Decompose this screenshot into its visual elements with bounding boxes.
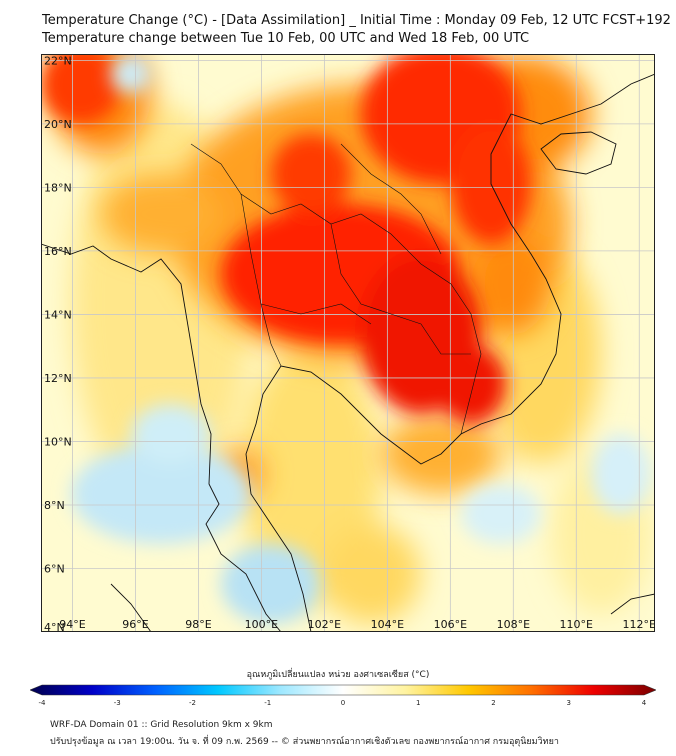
colorbar-tick-label: 4 [642,699,647,707]
colorbar-tick-label: 0 [341,699,345,707]
lon-label: 112°E [623,618,655,631]
chart-title: Temperature Change (°C) - [Data Assimila… [42,13,671,28]
lat-label: 6°N [44,562,65,575]
lon-label: 94°E [59,618,85,631]
colorbar-tick-label: -1 [264,699,271,707]
mainland-coast [41,243,282,632]
lat-label: 12°N [44,372,72,385]
longitude-labels: 94°E 96°E 98°E 100°E 102°E 104°E 106°E 108°E 110… [59,618,655,631]
lon-label: 102°E [308,618,341,631]
lat-label: 4°N [44,621,65,632]
borneo-coast [610,593,655,615]
colorbar-bar [30,684,656,696]
footer-model-info: WRF-DA Domain 01 :: Grid Resolution 9km … [50,720,273,730]
lon-label: 100°E [245,618,278,631]
lat-label: 10°N [44,435,72,448]
graticule [41,54,655,632]
colorbar-tick-label: -4 [39,699,47,707]
footer-credit: ปรับปรุงข้อมูล ณ เวลา 19:00น. วัน จ. ที่… [50,737,559,747]
lat-label: 8°N [44,499,65,512]
colorbar-title: อุณหภูมิเปลี่ยนแปลง หน่วย องศาเซลเซียส (… [246,670,430,680]
lat-label: 18°N [44,181,72,194]
lon-label: 104°E [371,618,404,631]
lon-label: 98°E [185,618,211,631]
lon-label: 106°E [434,618,467,631]
colorbar-tick-label: 1 [416,699,420,707]
lat-label: 22°N [44,54,72,67]
temperature-change-map: 22°N 20°N 18°N 16°N 14°N 12°N 10°N 8°N 6°N 4°N 94… [41,54,655,632]
latitude-labels: 22°N 20°N 18°N 16°N 14°N 12°N 10°N 8°N 6°N 4°N [44,54,72,632]
cooling-field [71,54,651,624]
colorbar-tick-label: -2 [189,699,196,707]
lat-label: 14°N [44,308,72,321]
lon-label: 96°E [122,618,148,631]
colorbar: -4 -3 -2 -1 0 1 2 3 4 [30,684,656,707]
hainan-coast [540,131,617,175]
sumatra-coast [110,583,152,632]
lon-label: 110°E [560,618,593,631]
colorbar-tick-label: -3 [114,699,121,707]
colorbar-ticks: -4 -3 -2 -1 0 1 2 3 4 [39,699,647,707]
lat-label: 16°N [44,245,72,258]
country-borders [190,143,482,435]
lon-label: 108°E [497,618,530,631]
chart-subtitle: Temperature change between Tue 10 Feb, 0… [42,31,530,46]
lat-label: 20°N [44,118,72,131]
map-frame [41,54,655,632]
colorbar-tick-label: 3 [567,699,571,707]
colorbar-tick-label: 2 [491,699,495,707]
